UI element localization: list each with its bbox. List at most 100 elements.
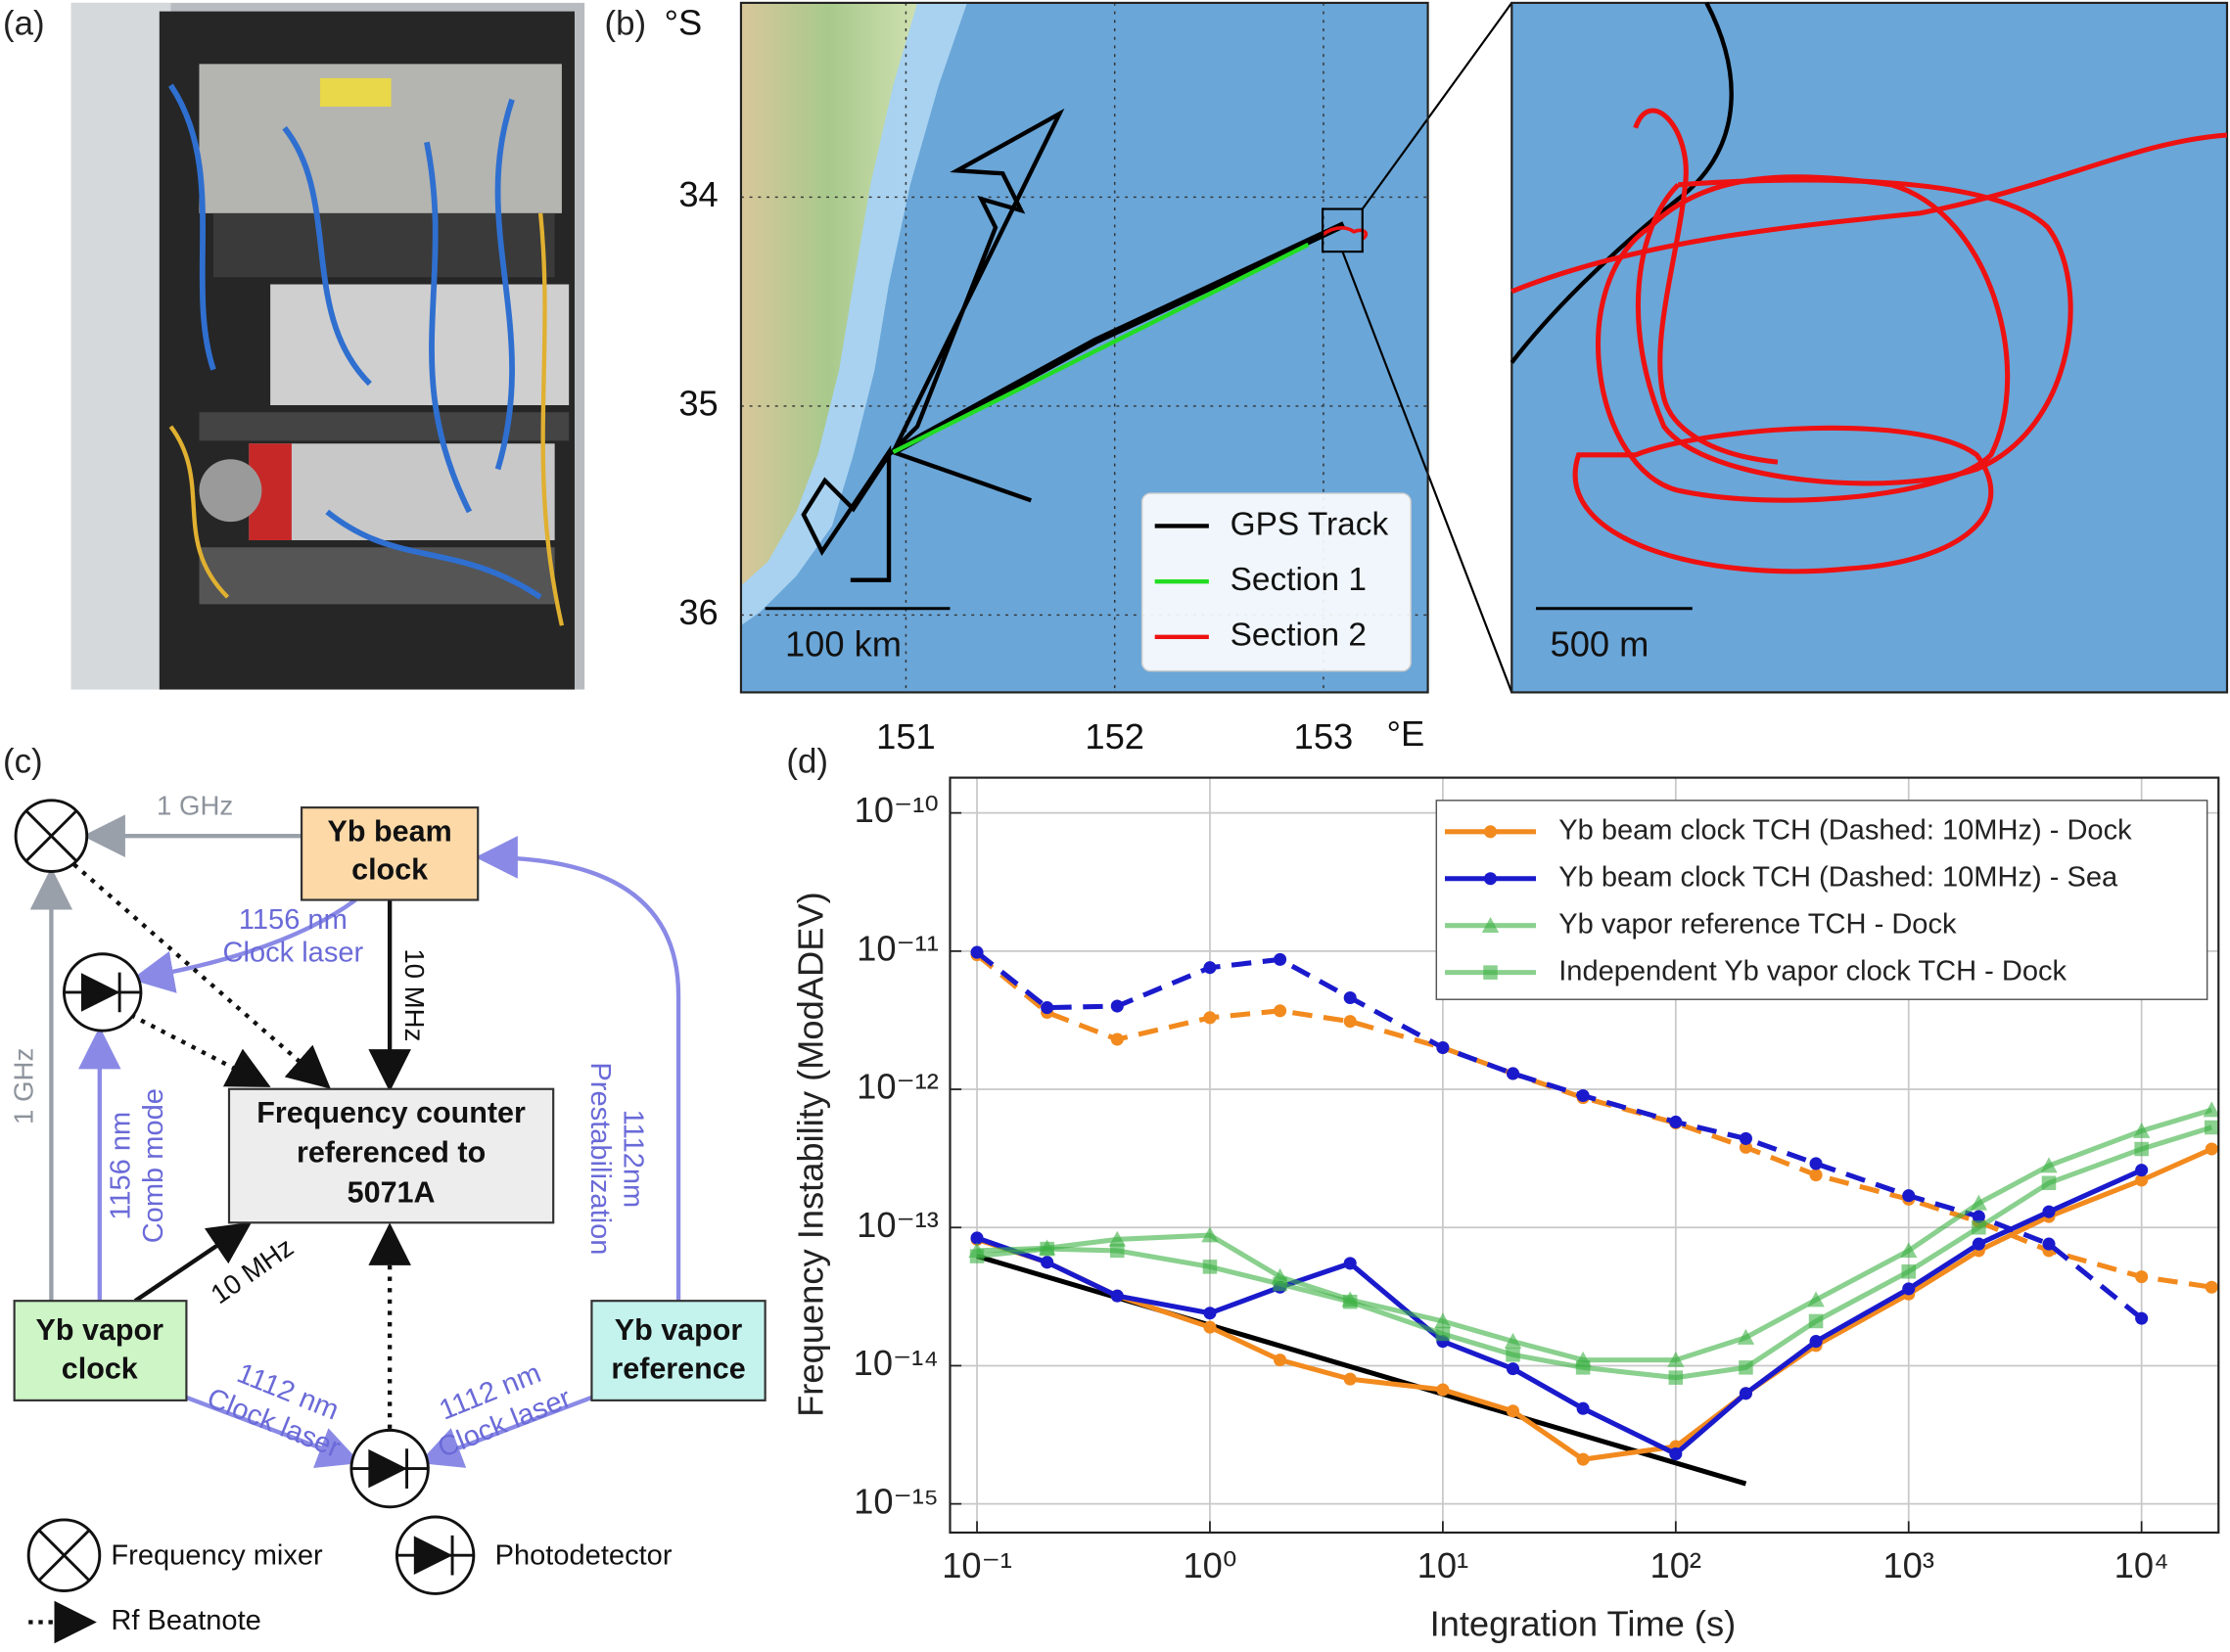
legend-label: Section 2	[1231, 618, 1367, 654]
marker	[2134, 1141, 2149, 1157]
marker	[1506, 1362, 1520, 1376]
marker	[1343, 1372, 1357, 1386]
dashed-line	[975, 950, 2144, 1321]
marker	[1668, 1370, 1684, 1385]
marker	[1902, 1282, 1916, 1296]
y-tick-label: 10⁻¹⁵	[854, 1481, 939, 1521]
marker	[970, 1231, 984, 1245]
legend-box	[1435, 800, 2208, 1000]
reference-line	[976, 1254, 1747, 1487]
marker	[2042, 1205, 2056, 1218]
marker	[1972, 1210, 1985, 1223]
marker	[1900, 1242, 1918, 1259]
y-tick-label: 36	[678, 592, 718, 632]
marker	[1203, 1011, 1217, 1025]
x-tick-label: 10¹	[1417, 1545, 1468, 1585]
map-frame	[739, 1, 1429, 694]
marker	[1739, 1140, 1752, 1154]
marker	[1436, 1041, 1450, 1055]
map-grid: 151 152 153 34 35 36	[678, 2, 1428, 757]
plot-frame	[949, 776, 2220, 1535]
marker	[1739, 1360, 1753, 1375]
marker	[1808, 1313, 1824, 1329]
marker	[1809, 1335, 1823, 1349]
marker	[1902, 1189, 1916, 1203]
marker	[2205, 1120, 2219, 1135]
marker	[1901, 1264, 1916, 1279]
panel-label: (c)	[3, 742, 43, 780]
marker	[1273, 1276, 1287, 1292]
marker	[2135, 1164, 2149, 1177]
marker	[2203, 1101, 2219, 1118]
marker	[1809, 1157, 1823, 1170]
node-label: Yb beam	[328, 814, 452, 848]
marker	[1972, 1219, 1986, 1235]
edge-label: 1156 nm	[106, 1112, 137, 1220]
x-tick-label: 10²	[1650, 1545, 1701, 1585]
marker	[1506, 1404, 1520, 1418]
legend-label: Yb beam clock TCH (Dashed: 10MHz) - Sea	[1558, 861, 2118, 893]
inset-map	[1510, 1, 2229, 694]
marker	[1274, 1354, 1287, 1367]
marker	[1274, 1004, 1287, 1018]
marker	[1970, 1194, 1988, 1211]
legend-label: Yb beam clock TCH (Dashed: 10MHz) - Dock	[1558, 814, 2132, 846]
marker	[1737, 1328, 1755, 1345]
x-axis-label: Integration Time (s)	[1430, 1603, 1737, 1643]
line	[976, 1168, 2143, 1457]
marker	[1110, 1243, 1125, 1259]
legend-label: Photodetector	[495, 1539, 673, 1571]
y-tick-label: 10⁻¹⁰	[855, 790, 939, 830]
marker	[2135, 1270, 2149, 1284]
legend-label: Independent Yb vapor clock TCH - Dock	[1558, 955, 2067, 987]
marker	[1274, 952, 1287, 966]
y-tick-label: 34	[678, 174, 718, 214]
dashed-line	[975, 952, 2212, 1290]
marker	[970, 945, 984, 959]
marker	[1343, 1015, 1357, 1029]
y-tick-label: 10⁻¹¹	[857, 928, 939, 968]
edge-label: Clock laser	[223, 937, 364, 968]
marker	[1739, 1387, 1752, 1400]
node-label: Yb vapor	[36, 1313, 164, 1347]
marker	[1436, 1383, 1450, 1397]
x-tick-label: 10⁰	[1183, 1545, 1236, 1585]
node-label: clock	[62, 1352, 138, 1385]
marker	[1434, 1312, 1452, 1329]
x-tick-label: 153	[1294, 716, 1354, 757]
marker	[1576, 1088, 1590, 1103]
marker	[2135, 1173, 2149, 1187]
edge-label: Comb mode	[138, 1088, 169, 1243]
marker	[2205, 1280, 2218, 1294]
marker	[1483, 825, 1498, 839]
x-tick-label: 10⁻¹	[942, 1545, 1012, 1585]
marker	[2132, 1122, 2151, 1138]
scale-bar-label: 100 km	[785, 624, 902, 665]
lon-unit: °E	[1386, 713, 1424, 754]
marker	[1504, 1332, 1522, 1349]
node-label: Frequency counter	[256, 1096, 526, 1129]
panel-label: (b)	[604, 4, 646, 42]
node-label: referenced to	[297, 1136, 486, 1170]
marker	[1041, 1256, 1054, 1269]
marker	[1201, 1226, 1219, 1243]
x-tick-label: 151	[876, 716, 936, 757]
edge-label: 1 GHz	[157, 790, 233, 820]
marker	[1483, 872, 1498, 886]
node-label: clock	[351, 853, 428, 887]
node-label: reference	[611, 1352, 745, 1385]
marker	[1972, 1237, 1985, 1251]
x-tick-label: 10⁴	[2114, 1545, 2169, 1585]
edge-label: 1 GHz	[9, 1048, 39, 1124]
marker	[1203, 961, 1217, 975]
marker	[1203, 1307, 1217, 1320]
marker	[1342, 1294, 1358, 1309]
legend-label: Rf Beatnote	[111, 1605, 260, 1636]
marker	[1809, 1169, 1823, 1182]
y-tick-label: 35	[678, 384, 718, 424]
map-legend: GPS Track Section 1 Section 2	[1140, 492, 1412, 672]
map	[740, 2, 1428, 693]
marker	[1483, 965, 1498, 980]
